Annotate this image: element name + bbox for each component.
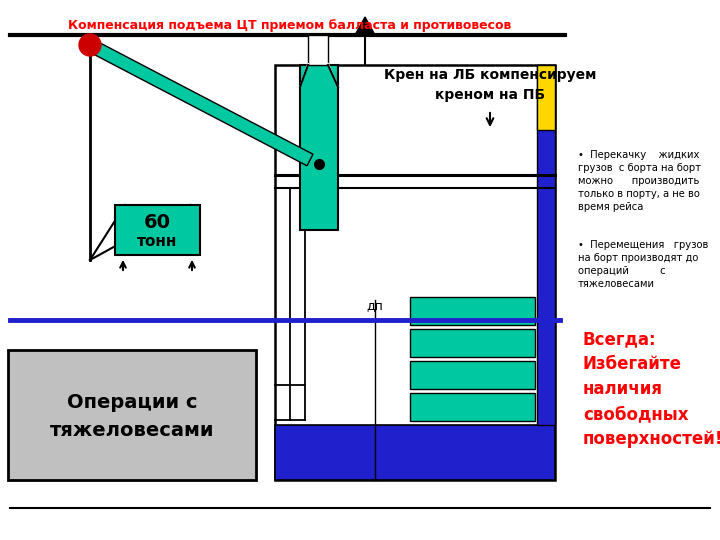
Bar xyxy=(275,425,555,480)
Text: Операции с: Операции с xyxy=(67,394,197,413)
Text: дп: дп xyxy=(366,299,384,312)
Bar xyxy=(537,65,555,425)
Bar xyxy=(308,35,328,65)
Bar xyxy=(300,65,338,230)
Text: Крен на ЛБ компенсируем
креном на ПБ: Крен на ЛБ компенсируем креном на ПБ xyxy=(384,68,596,102)
Bar xyxy=(275,65,555,480)
Polygon shape xyxy=(328,63,338,87)
Bar xyxy=(115,205,200,255)
Text: тяжеловесами: тяжеловесами xyxy=(50,421,215,440)
Text: Компенсация подъема ЦТ приемом балласта и противовесов: Компенсация подъема ЦТ приемом балласта … xyxy=(68,19,512,32)
Polygon shape xyxy=(355,17,375,35)
Bar xyxy=(8,350,256,480)
Text: •  Перекачку    жидких
грузов  с борта на борт
можно      производить
только в п: • Перекачку жидких грузов с борта на бор… xyxy=(578,150,701,212)
Bar xyxy=(410,329,535,357)
Text: 60: 60 xyxy=(144,213,171,232)
Polygon shape xyxy=(300,63,308,87)
Circle shape xyxy=(79,34,101,56)
Text: •  Перемещения   грузов
на борт производят до
операций          с
тяжеловесами: • Перемещения грузов на борт производят … xyxy=(578,240,708,289)
Bar xyxy=(410,393,535,421)
Text: тонн: тонн xyxy=(138,233,178,248)
Bar xyxy=(410,297,535,325)
Text: Всегда:
Избегайте
наличия
свободных
поверхностей!: Всегда: Избегайте наличия свободных пове… xyxy=(583,330,720,448)
Bar xyxy=(537,65,555,130)
Polygon shape xyxy=(87,39,313,166)
Bar xyxy=(410,361,535,389)
